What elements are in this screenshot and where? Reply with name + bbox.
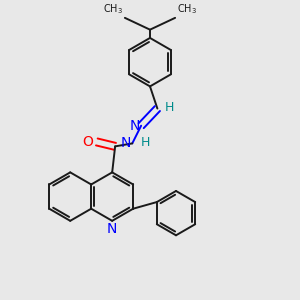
Text: CH$_3$: CH$_3$	[103, 3, 123, 16]
Text: N: N	[129, 119, 140, 133]
Text: N: N	[120, 136, 131, 150]
Text: CH$_3$: CH$_3$	[177, 3, 196, 16]
Text: O: O	[82, 135, 93, 149]
Text: H: H	[165, 101, 174, 114]
Text: H: H	[140, 136, 150, 149]
Text: N: N	[107, 222, 117, 236]
